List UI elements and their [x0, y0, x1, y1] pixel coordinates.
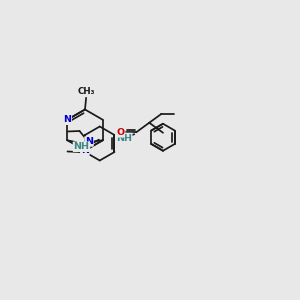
Text: N: N	[63, 115, 71, 124]
Text: NH: NH	[74, 142, 89, 151]
Text: O: O	[116, 128, 124, 137]
Text: CH₃: CH₃	[77, 88, 95, 97]
Text: N: N	[81, 146, 89, 155]
Text: NH: NH	[116, 134, 132, 142]
Text: N: N	[85, 137, 93, 146]
